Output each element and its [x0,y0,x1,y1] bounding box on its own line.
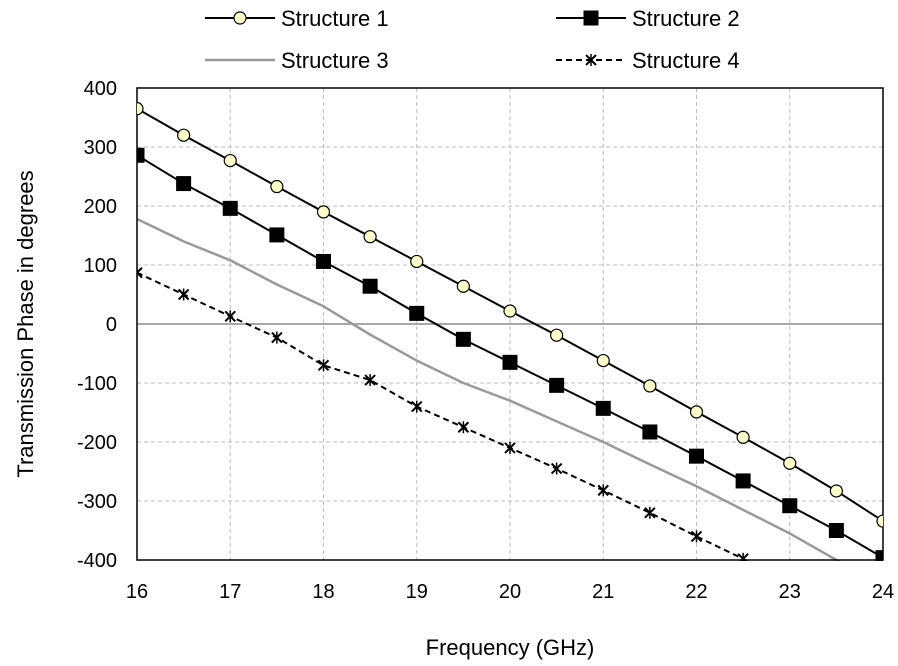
data-point-series-4 [137,266,143,279]
plot-area-border [136,87,884,561]
x-tick-label: 17 [219,581,241,603]
legend-item-3: Structure 3 [205,48,389,73]
data-point-series-1 [736,430,750,444]
data-point-series-2 [176,176,192,192]
x-tick-label: 18 [312,581,334,603]
x-tick-label: 16 [126,581,148,603]
data-point-series-4 [317,359,330,372]
data-point-series-2 [875,550,883,561]
data-point-series-2 [409,305,425,321]
series-line-3 [137,217,842,561]
grid [137,88,883,560]
x-axis-title: Frequency (GHz) [426,635,595,660]
data-point-series-4 [737,552,749,561]
y-tick-label: 100 [84,255,117,277]
data-point-series-4 [690,530,703,543]
data-point-series-2 [502,354,518,370]
data-point-series-1 [503,304,517,318]
data-point-series-4 [504,441,516,454]
data-point-series-1 [410,254,424,269]
legend-swatch-marker [585,54,597,66]
data-point-series-2 [735,473,751,489]
asterisk-stroke [137,271,143,279]
data-point-series-2 [316,253,331,269]
data-point-series-2 [222,200,238,216]
data-point-series-2 [137,147,145,163]
data-point-series-4 [597,484,609,497]
y-tick-label: -100 [77,373,117,395]
legend-swatch-marker [583,10,599,26]
data-point-series-1 [876,514,883,528]
data-point-series-2 [782,498,798,514]
data-point-series-1 [223,153,237,168]
data-point-series-2 [828,523,844,538]
y-tick-label: -400 [77,550,117,572]
y-tick-label: -200 [77,432,117,454]
asterisk-stroke [137,266,143,275]
data-point-series-1 [550,328,564,342]
data-point-series-4 [177,288,190,301]
y-tick-label: 300 [84,137,117,159]
data-point-series-1 [316,205,331,219]
data-point-series-2 [455,331,471,347]
y-tick-label: 0 [106,314,117,336]
x-tick-label: 24 [872,581,894,603]
data-point-series-2 [595,400,611,416]
data-point-series-2 [642,424,658,440]
data-point-series-1 [783,456,797,470]
data-point-series-1 [829,484,843,498]
x-tick-label: 23 [779,581,801,603]
data-point-series-4 [457,421,470,434]
x-tick-label: 22 [685,581,707,603]
data-point-series-4 [550,462,563,475]
x-axis-ticks: 16 17 18 19 20 21 22 23 24 [126,581,894,603]
data-point-series-4 [271,331,283,344]
data-point-series-1 [137,102,144,116]
legend-label: Structure 4 [632,48,740,73]
legend-item-1: Structure 1 [205,6,389,31]
data-point-series-4 [364,374,376,387]
legend-label: Structure 3 [281,48,389,73]
data-point-series-4 [644,506,656,519]
legend-item-2: Structure 2 [556,6,740,31]
x-tick-label: 21 [592,581,614,603]
data-point-series-1 [643,379,657,393]
data-point-series-1 [270,179,284,194]
legend-item-4: Structure 4 [556,48,740,73]
data-point-series-2 [549,377,565,393]
x-tick-label: 20 [499,581,521,603]
y-axis-title: Transmission Phase in degrees [13,170,38,477]
legend-swatch-marker [233,11,247,25]
y-axis-ticks: 400 300 200 100 0 -100 -200 -300 -400 [77,78,117,572]
legend-label: Structure 1 [281,6,389,31]
legend-label: Structure 2 [632,6,740,31]
data-point-series-2 [269,227,285,243]
y-tick-label: -300 [77,491,117,513]
marker-group [137,102,883,561]
data-point-series-2 [689,448,704,464]
data-point-series-1 [456,279,470,293]
data-point-series-1 [689,405,704,419]
data-point-series-4 [224,310,236,323]
data-point-series-2 [362,278,378,294]
data-point-series-4 [411,400,423,413]
x-tick-label: 19 [406,581,428,603]
data-point-series-1 [596,353,610,368]
y-tick-label: 200 [84,196,117,218]
data-point-series-1 [363,230,377,244]
data-point-series-1 [177,128,191,142]
y-tick-label: 400 [84,78,117,100]
legend: Structure 1 Structure 2 Structure 3 Structu… [205,6,740,73]
